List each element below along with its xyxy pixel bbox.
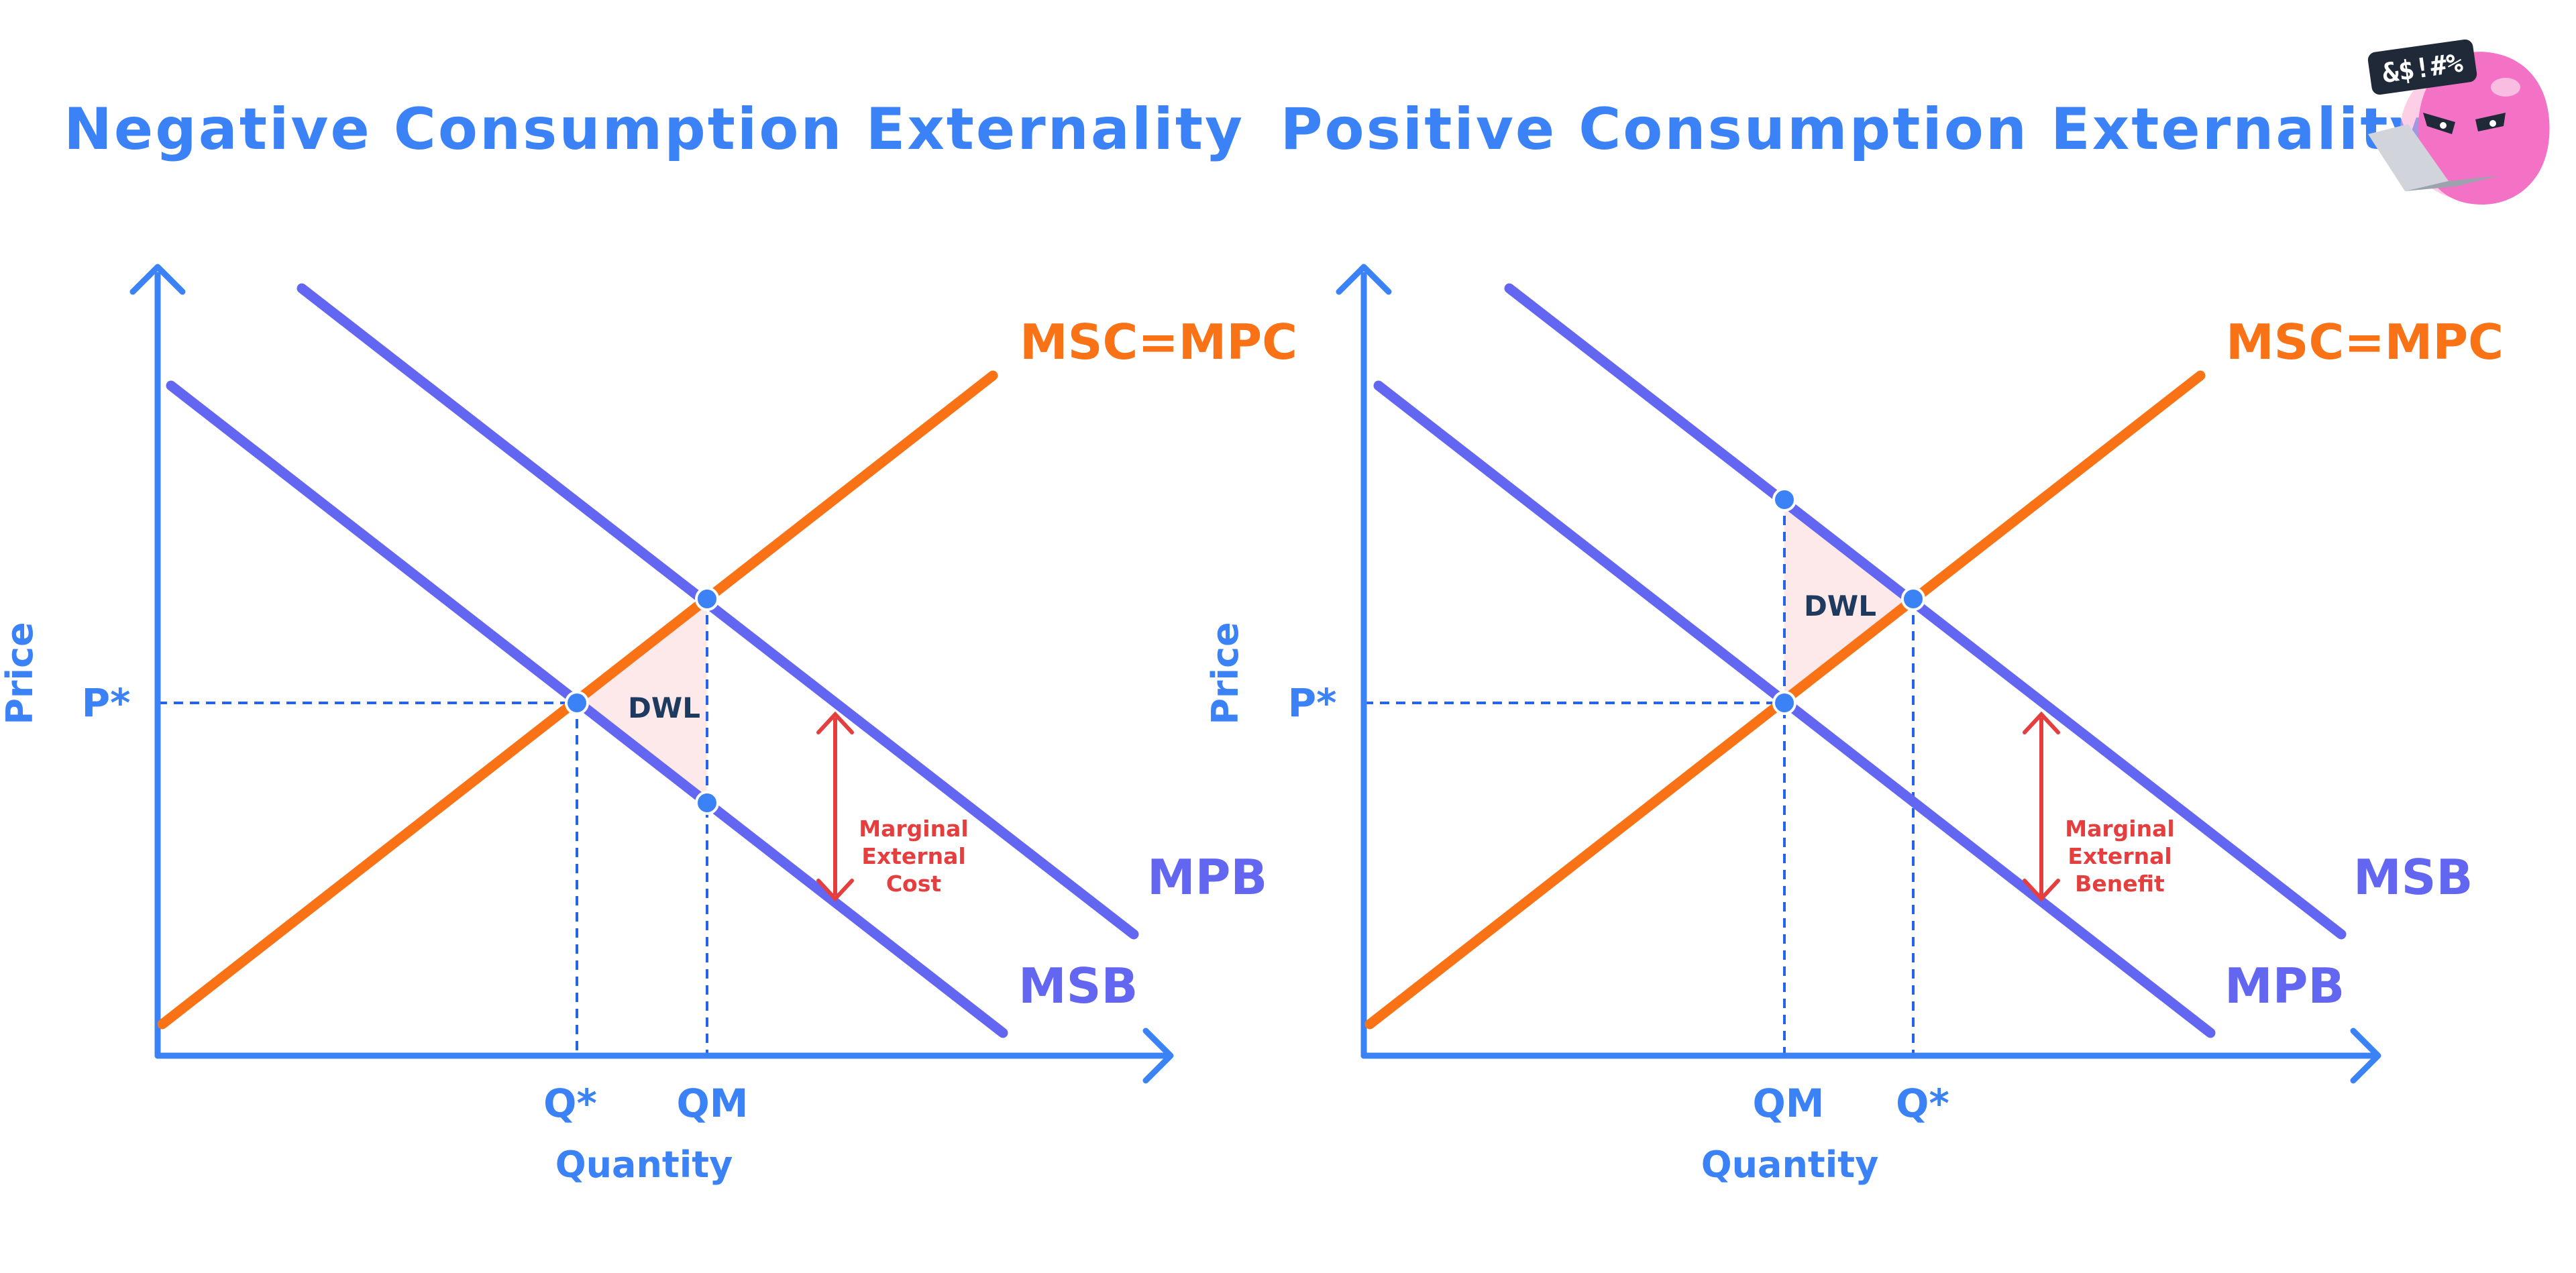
- supply-label: MSC=MPC: [1020, 314, 1297, 370]
- gap-label-line-1: Marginal: [859, 816, 968, 842]
- externality-arrow-head-top: [2023, 711, 2060, 734]
- upper-demand-label: MPB: [1147, 849, 1267, 905]
- gap-label-line-2: External: [2068, 843, 2171, 869]
- y-axis-label: Price: [1204, 622, 1246, 724]
- panel-title: Negative Consumption Externality: [64, 96, 1244, 163]
- social-optimum-point: [565, 691, 589, 715]
- qty-tick-label-1: Q*: [543, 1081, 597, 1126]
- x-axis-arrow: [1142, 1028, 1174, 1084]
- x-axis-label: Quantity: [555, 1144, 733, 1186]
- social-benefit-point: [1772, 488, 1796, 512]
- market-equilibrium-point: [1772, 691, 1796, 715]
- qty-tick-label-2: QM: [676, 1081, 748, 1126]
- dwl-area: [1784, 500, 1913, 703]
- y-axis-label: Price: [0, 622, 41, 724]
- price-tick-label: P*: [1288, 680, 1337, 726]
- qty-tick-label-1: QM: [1752, 1081, 1824, 1126]
- externality-arrow-head-bottom: [2023, 879, 2060, 902]
- x-axis-label: Quantity: [1701, 1144, 1879, 1186]
- dwl-label: DWL: [1804, 590, 1876, 622]
- panel-title: Positive Consumption Externality: [1281, 96, 2430, 163]
- gap-label-line-1: Marginal: [2065, 816, 2174, 842]
- market-equilibrium-point: [695, 587, 719, 611]
- externality-arrow-head-top: [816, 711, 854, 734]
- y-axis-arrow: [1336, 264, 1392, 295]
- panel-negative: Negative Consumption Externality DWL Mar…: [0, 96, 1297, 1186]
- dwl-area: [577, 599, 707, 803]
- y-axis-arrow: [129, 264, 186, 295]
- qty-tick-label-2: Q*: [1896, 1081, 1949, 1126]
- panel-positive: Positive Consumption Externality DWL Mar…: [1204, 96, 2504, 1186]
- upper-demand-label: MSB: [2353, 849, 2473, 905]
- gap-label-line-2: External: [861, 843, 965, 869]
- gap-label-line-3: Cost: [886, 871, 942, 897]
- x-axis-arrow: [2350, 1028, 2381, 1084]
- cursing-blob-with-laptop-icon: &$!#%: [2367, 39, 2550, 205]
- gap-label-line-3: Benefit: [2075, 871, 2165, 897]
- social-benefit-point: [695, 791, 719, 815]
- supply-label: MSC=MPC: [2226, 314, 2504, 370]
- lower-demand-label: MSB: [1018, 958, 1138, 1014]
- dwl-label: DWL: [628, 691, 700, 724]
- upper-demand-curve: [297, 283, 1139, 940]
- social-optimum-point: [1901, 587, 1925, 611]
- price-tick-label: P*: [82, 680, 131, 726]
- upper-demand-curve: [1504, 283, 2347, 940]
- externality-arrow-head-bottom: [816, 879, 854, 902]
- lower-demand-label: MPB: [2224, 958, 2345, 1014]
